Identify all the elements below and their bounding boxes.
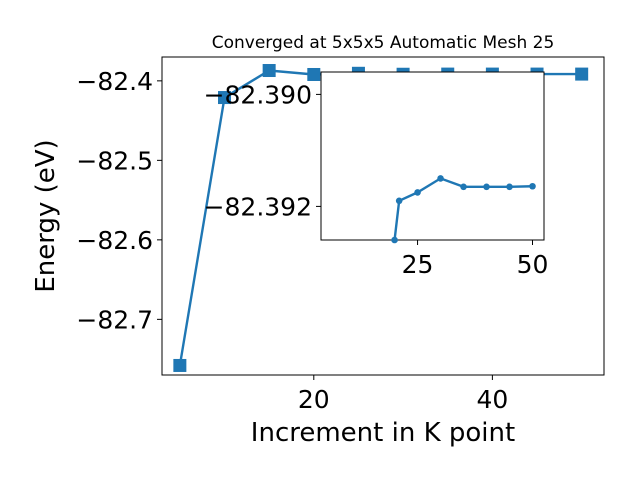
chart-title: Converged at 5x5x5 Automatic Mesh 25 xyxy=(212,33,555,53)
y-tick-label: −82.390 xyxy=(204,80,312,109)
x-tick-label: 40 xyxy=(476,385,508,414)
x-tick-label: 25 xyxy=(402,250,434,279)
data-point xyxy=(173,358,187,372)
x-axis-title: Increment in K point xyxy=(251,418,515,448)
y-tick-label: −82.7 xyxy=(76,305,153,334)
data-point xyxy=(506,183,513,191)
main-x-ticks: 20 40 xyxy=(298,375,508,414)
y-tick-label: −82.4 xyxy=(76,67,153,96)
data-point xyxy=(460,183,467,191)
inset-series xyxy=(391,175,536,244)
inset-chart: 25 50 −82.392 −82.390 xyxy=(204,71,549,279)
data-point xyxy=(529,182,536,190)
data-point xyxy=(395,197,403,205)
data-point xyxy=(391,236,398,244)
y-tick-label: −82.6 xyxy=(76,226,153,255)
data-point xyxy=(483,183,490,191)
data-point xyxy=(218,91,232,105)
y-tick-label: −82.392 xyxy=(204,192,312,221)
inset-y-ticks: −82.392 −82.390 xyxy=(204,80,321,221)
series-line xyxy=(393,177,533,241)
data-point xyxy=(575,67,589,81)
main-y-ticks: −82.4 −82.5 −82.6 −82.7 xyxy=(76,67,162,334)
x-tick-label: 20 xyxy=(298,385,330,414)
x-tick-label: 50 xyxy=(517,250,549,279)
y-axis-title: Energy (eV) xyxy=(31,139,61,292)
data-point xyxy=(307,67,321,81)
data-point xyxy=(262,64,276,78)
inset-x-ticks: 25 50 xyxy=(402,240,549,279)
data-point xyxy=(437,175,444,182)
inset-plot-frame xyxy=(320,71,545,241)
y-tick-label: −82.5 xyxy=(76,146,153,175)
data-point xyxy=(414,189,421,196)
